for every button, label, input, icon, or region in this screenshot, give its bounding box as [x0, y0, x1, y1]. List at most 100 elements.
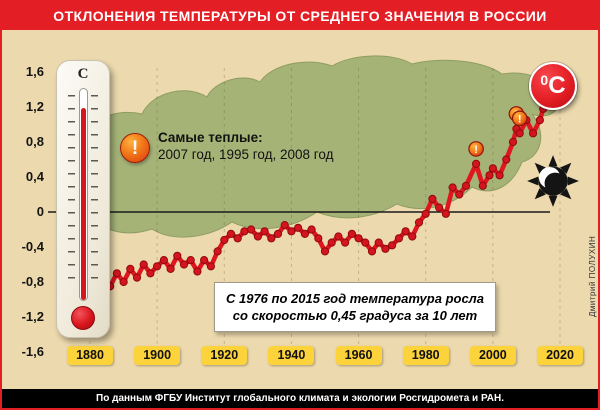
- y-tick-0: 0: [36, 204, 44, 219]
- y-tick--0,8: -0,8: [21, 274, 44, 289]
- data-point: [485, 171, 494, 180]
- y-tick-1,6: 1,6: [25, 64, 44, 79]
- data-point: [401, 227, 410, 236]
- warmest-year-badge-2008: !: [511, 110, 528, 127]
- data-point: [435, 203, 444, 212]
- page-title: ОТКЛОНЕНИЯ ТЕМПЕРАТУРЫ ОТ СРЕДНЕГО ЗНАЧЕ…: [53, 8, 547, 24]
- data-point: [112, 269, 122, 278]
- thermometer-tube: [78, 88, 88, 301]
- svg-text:!: !: [474, 144, 478, 156]
- data-point: [502, 155, 511, 164]
- data-point: [146, 269, 155, 278]
- data-point: [307, 225, 316, 234]
- celsius-badge-degree: 0: [540, 72, 549, 88]
- warmest-years-note: ! Самые теплые: 2007 год, 1995 год, 2008…: [120, 129, 334, 163]
- data-point: [374, 238, 383, 247]
- data-point: [159, 256, 168, 265]
- x-tick-1880: 1880: [67, 346, 113, 365]
- y-tick-0,8: 0,8: [25, 134, 44, 149]
- data-point: [354, 234, 363, 243]
- data-point: [233, 234, 242, 243]
- data-point: [314, 234, 323, 243]
- warmest-years-list: 2007 год, 1995 год, 2008 год: [158, 147, 334, 162]
- data-point: [341, 238, 350, 247]
- thermometer-ticks-left: [68, 95, 75, 289]
- x-tick-2020: 2020: [537, 346, 583, 365]
- source-bar: По данным ФГБУ Институт глобального клим…: [2, 389, 598, 408]
- trend-annotation-line1: С 1976 по 2015 год температура росла: [225, 291, 484, 306]
- warmest-years-text: Самые теплые: 2007 год, 1995 год, 2008 г…: [158, 129, 334, 163]
- y-tick--1,6: -1,6: [21, 344, 44, 359]
- thermometer-ticks-right: [91, 95, 98, 289]
- title-bar: ОТКЛОНЕНИЯ ТЕМПЕРАТУРЫ ОТ СРЕДНЕГО ЗНАЧЕ…: [2, 2, 598, 30]
- data-point: [388, 241, 397, 250]
- data-point: [508, 137, 518, 147]
- data-point: [300, 229, 309, 238]
- data-point: [461, 181, 471, 190]
- data-point: [421, 209, 430, 218]
- data-point: [515, 129, 524, 138]
- data-point: [280, 221, 289, 230]
- warmest-year-badge-1995: !: [468, 141, 484, 157]
- y-tick-1,2: 1,2: [25, 99, 44, 114]
- data-point: [213, 247, 222, 256]
- celsius-badge-letter: С: [548, 72, 566, 99]
- data-point: [166, 264, 175, 273]
- data-point: [428, 194, 437, 203]
- y-tick-0,4: 0,4: [25, 169, 44, 184]
- data-point: [361, 238, 370, 247]
- data-point: [347, 229, 356, 238]
- data-point: [327, 238, 336, 247]
- data-point: [273, 229, 283, 238]
- data-point: [448, 183, 457, 192]
- data-point: [367, 247, 377, 256]
- data-point: [495, 171, 504, 180]
- data-point: [247, 225, 256, 234]
- data-point: [414, 218, 424, 227]
- data-point: [260, 227, 269, 236]
- data-point: [535, 116, 545, 125]
- data-point: [186, 256, 195, 265]
- data-point: [455, 190, 464, 199]
- data-point: [200, 256, 209, 265]
- data-point: [488, 164, 497, 173]
- data-point: [441, 209, 450, 218]
- data-point: [119, 277, 128, 287]
- thermometer-illustration: C: [56, 60, 110, 338]
- exclamation-icon: !: [120, 133, 150, 163]
- x-tick-1960: 1960: [335, 346, 382, 365]
- x-tick-1940: 1940: [268, 346, 315, 365]
- data-point: [381, 244, 390, 253]
- svg-text:!: !: [518, 113, 522, 125]
- data-point: [206, 262, 215, 271]
- thermometer-bulb: [71, 306, 95, 330]
- thermometer-scale-label: C: [77, 66, 89, 82]
- data-point: [253, 232, 262, 241]
- author-credit: Дмитрий ПОЛУХИН: [588, 235, 597, 317]
- data-point: [408, 232, 417, 241]
- x-tick-1920: 1920: [201, 346, 248, 365]
- data-point: [294, 223, 303, 232]
- warmest-years-title: Самые теплые:: [158, 130, 263, 145]
- data-point: [173, 251, 182, 260]
- data-point: [193, 267, 202, 276]
- x-tick-1980: 1980: [402, 346, 449, 365]
- trend-annotation-line2: со скоростью 0,45 градуса за 10 лет: [232, 308, 478, 323]
- data-point: [320, 247, 330, 256]
- sun-icon: [527, 155, 579, 207]
- trend-annotation-box: С 1976 по 2015 год температура росла со …: [214, 282, 496, 332]
- y-tick--0,4: -0,4: [21, 239, 44, 254]
- source-text: По данным ФГБУ Институт глобального клим…: [96, 393, 504, 404]
- data-point: [226, 229, 236, 238]
- data-point: [267, 234, 276, 243]
- data-point: [139, 260, 148, 269]
- data-point: [529, 129, 538, 138]
- data-point: [394, 234, 403, 243]
- data-point: [240, 227, 249, 236]
- data-point: [334, 232, 343, 241]
- thermometer-mercury: [80, 107, 86, 300]
